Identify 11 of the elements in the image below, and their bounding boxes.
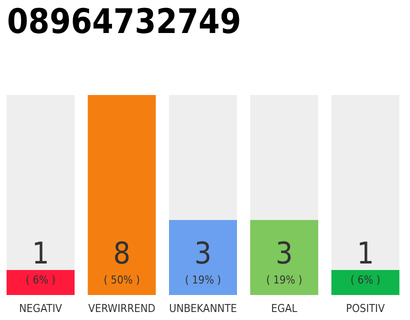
data-label: 3 ( 19% ) (266, 236, 302, 286)
x-tick-label: UNBEKANNTE (169, 302, 237, 315)
x-tick-label: EGAL (271, 302, 298, 315)
data-label: 1 ( 6% ) (350, 236, 380, 286)
data-label: 8 ( 50% ) (104, 236, 140, 286)
data-label: 1 ( 6% ) (26, 236, 56, 286)
data-label: 3 ( 19% ) (184, 236, 222, 286)
chart-title: 08964732749 (7, 2, 242, 42)
x-tick-label: POSITIV (346, 302, 385, 315)
x-tick-label: VERWIRREND (88, 302, 156, 315)
x-tick-label: NEGATIV (19, 302, 62, 315)
